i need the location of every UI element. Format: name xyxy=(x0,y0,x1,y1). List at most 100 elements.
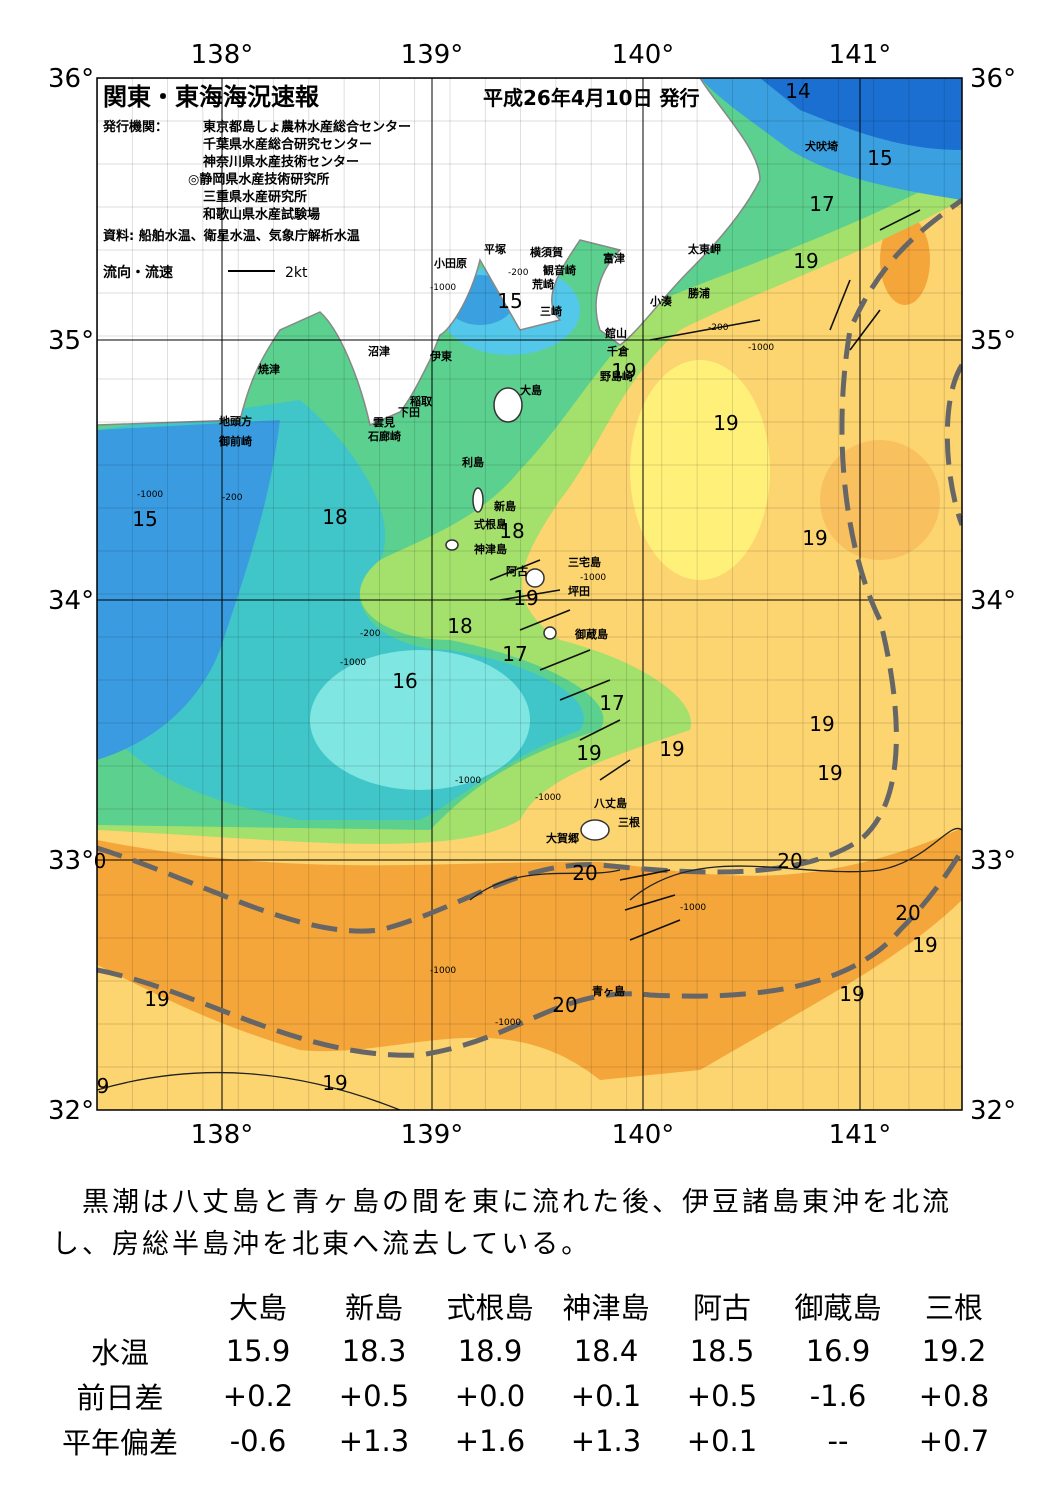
cell: +0.7 xyxy=(918,1423,990,1458)
place-name: 大賀郷 xyxy=(546,831,579,845)
depth-label: -1000 xyxy=(535,793,561,803)
cell: -- xyxy=(827,1423,849,1458)
cell: +0.5 xyxy=(686,1378,758,1413)
place-name: 太東岬 xyxy=(687,242,721,256)
line: 黒潮は八丈島と青ヶ島の間を東に流れた後、伊豆諸島東沖を北流 xyxy=(52,1187,952,1218)
cell: -1.6 xyxy=(809,1378,867,1413)
isotherm-label: 19 xyxy=(817,761,842,785)
place-name: 小田原 xyxy=(433,256,467,270)
place-name: 沼津 xyxy=(368,344,390,358)
isotherm-label: 9 xyxy=(97,1074,110,1098)
cell: +0.1 xyxy=(570,1378,642,1413)
isotherm-label: 15 xyxy=(132,507,157,531)
isotherm-label: 20 xyxy=(777,849,802,873)
isotherm-label: 19 xyxy=(144,987,169,1011)
cell: +1.6 xyxy=(454,1423,526,1458)
column-header: 神津島 xyxy=(562,1290,650,1325)
cell: 15.9 xyxy=(225,1333,291,1368)
cell: +0.8 xyxy=(918,1378,990,1413)
isotherm-label: 15 xyxy=(867,146,892,170)
cell: 18.9 xyxy=(457,1333,523,1368)
place-name: 八丈島 xyxy=(593,796,627,810)
cell: +0.1 xyxy=(686,1423,758,1458)
isotherm-label: 19 xyxy=(659,737,684,761)
column-header: 三根 xyxy=(924,1290,983,1325)
lat-label: 36° xyxy=(970,64,1016,94)
header-row: 大島 新島 式根島 神津島 阿古 御蔵島 三根 xyxy=(40,1283,1012,1328)
isotherm-label: 15 xyxy=(497,289,522,313)
place-name: 小湊 xyxy=(649,294,672,308)
cell: 16.9 xyxy=(805,1333,871,1368)
lat-label: 34° xyxy=(48,586,94,616)
title: 関東・東海海況速報 xyxy=(103,83,320,111)
lon-label: 139° xyxy=(401,40,464,70)
legend-scale: 2kt xyxy=(285,265,308,281)
lat-label: 32° xyxy=(970,1096,1016,1126)
depth-label: -1000 xyxy=(340,658,366,668)
isotherm-label: 17 xyxy=(809,192,834,216)
issuer: ◎静岡県水産技術研究所 xyxy=(188,172,329,188)
isotherm-label: 18 xyxy=(499,519,524,543)
row-header: 平年偏差 xyxy=(61,1425,178,1460)
place-name: 御蔵島 xyxy=(574,627,608,641)
issuer: 三重県水産研究所 xyxy=(203,189,307,205)
place-name: 坪田 xyxy=(568,585,590,598)
issuer-label: 発行機関： xyxy=(102,119,168,135)
isotherm-label: 19 xyxy=(912,933,937,957)
row: 水温 15.9 18.3 18.9 18.4 18.5 16.9 19.2 xyxy=(40,1328,1012,1373)
place-name: 三宅島 xyxy=(568,555,601,569)
place-name: 館山 xyxy=(604,326,627,340)
place-name: 阿古 xyxy=(506,564,528,578)
depth-label: -200 xyxy=(508,268,529,278)
lat-label: 33° xyxy=(48,846,94,876)
issuer: 千葉県水産総合研究センター xyxy=(203,137,372,153)
place-name: 式根島 xyxy=(474,517,507,531)
place-name: 地頭方 xyxy=(219,414,252,428)
description: 黒潮は八丈島と青ヶ島の間を東に流れた後、伊豆諸島東沖を北流 し、房総半島沖を北東へ… xyxy=(52,1182,952,1266)
line: し、房総半島沖を北東へ流去している。 xyxy=(52,1229,592,1260)
column-header: 大島 xyxy=(228,1290,287,1325)
isotherm-label: 18 xyxy=(447,614,472,638)
place-name: 大島 xyxy=(520,383,542,397)
place-name: 石廊崎 xyxy=(367,429,401,443)
lat-label: 35° xyxy=(48,326,94,356)
place-name: 伊東 xyxy=(429,349,453,363)
lon-label: 141° xyxy=(829,1120,892,1150)
row: 平年偏差 -0.6 +1.3 +1.6 +1.3 +0.1 -- +0.7 xyxy=(40,1418,1012,1463)
depth-label: -1000 xyxy=(495,1018,521,1028)
place-name: 平塚 xyxy=(484,242,506,256)
place-name: 雲見 xyxy=(373,416,395,429)
isotherm-label: 16 xyxy=(392,669,417,693)
cell: +0.5 xyxy=(338,1378,410,1413)
lon-label: 138° xyxy=(191,40,254,70)
place-name: 勝浦 xyxy=(688,286,710,300)
place-name: 野島崎 xyxy=(600,369,633,383)
sea xyxy=(97,78,962,1110)
source: 資料: 船舶水温、衛星水温、気象庁解析水温 xyxy=(103,228,360,244)
isotherm-label: 19 xyxy=(839,982,864,1006)
depth-label: -1000 xyxy=(680,903,706,913)
cell: +1.3 xyxy=(338,1423,410,1458)
depth-label: -200 xyxy=(222,493,243,503)
issuer: 神奈川県水産技術センター xyxy=(203,154,359,170)
place-name: 神津島 xyxy=(474,542,507,556)
lon-label: 140° xyxy=(612,1120,675,1150)
date: 平成26年4月10日 発行 xyxy=(483,86,700,110)
cell: +1.3 xyxy=(570,1423,642,1458)
column-header: 新島 xyxy=(344,1290,403,1325)
lat-label: 32° xyxy=(48,1096,94,1126)
depth-label: -1000 xyxy=(137,490,163,500)
depth-label: -1000 xyxy=(580,573,606,583)
place-name: 新島 xyxy=(494,499,516,513)
table: 大島 新島 式根島 神津島 阿古 御蔵島 三根 水温 15.9 18.3 18.9 18.4 18.5 1… xyxy=(40,1283,1012,1463)
lat-label: 36° xyxy=(48,64,94,94)
cell: 19.2 xyxy=(921,1333,987,1368)
place-name: 利島 xyxy=(462,455,484,469)
lat-label: 35° xyxy=(970,326,1016,356)
depth-label: -200 xyxy=(708,323,729,333)
isotherm-label: 18 xyxy=(322,505,347,529)
issuer: 和歌山県水産試験場 xyxy=(203,207,320,223)
cell: 18.5 xyxy=(689,1333,755,1368)
place-name: 焼津 xyxy=(258,362,280,376)
